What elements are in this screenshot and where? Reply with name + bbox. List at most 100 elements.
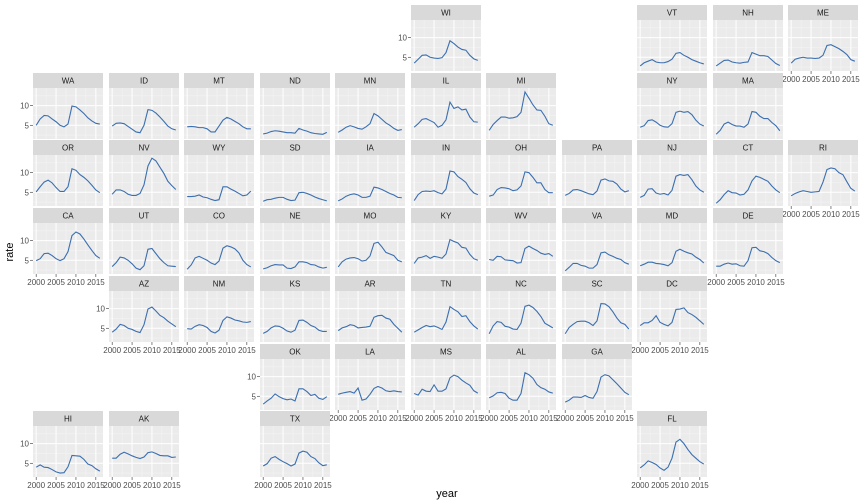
y-tick-label: 5 [403, 53, 408, 62]
x-tick-label: 2005 [802, 210, 820, 219]
series-line-dc [639, 307, 705, 327]
facet-strip-label: GA [591, 348, 603, 357]
series-line-ga [564, 374, 630, 403]
facet-strip-label: AZ [139, 280, 149, 289]
y-tick-label: 5 [25, 459, 30, 468]
x-tick-label: 2005 [500, 414, 518, 423]
panel-background [486, 291, 556, 342]
x-tick-label: 2015 [389, 414, 407, 423]
y-tick-label: 10 [20, 169, 29, 178]
facet-strip [562, 208, 632, 223]
facet-panel-nv: NV [109, 140, 179, 206]
facet-strip-label: AL [516, 348, 526, 357]
facet-strip-label: NH [742, 9, 754, 18]
series-line-tx [262, 450, 327, 467]
panel-background [637, 20, 707, 71]
facet-strip [109, 411, 179, 426]
x-tick-label: 2010 [596, 414, 614, 423]
facet-strip-label: SD [289, 144, 300, 153]
panel-background [486, 223, 556, 274]
panel-background [486, 88, 556, 139]
x-tick-label: 2005 [727, 278, 745, 287]
facet-strip-label: SC [591, 280, 602, 289]
facet-strip-label: MN [364, 77, 377, 86]
facet-strip [335, 140, 405, 155]
facet-strip [788, 5, 858, 20]
panel-background [260, 291, 330, 342]
x-tick-label: 2000 [631, 481, 649, 490]
facet-strip-label: MO [364, 212, 377, 221]
series-line-md [639, 248, 705, 267]
series-line-nv [111, 157, 177, 196]
facet-panel-sd: SD [260, 140, 330, 206]
series-line-la [338, 385, 402, 401]
x-tick-label: 2015 [87, 278, 105, 287]
x-tick-label: 2010 [671, 346, 689, 355]
facet-strip-label: NJ [667, 144, 677, 153]
panel-background [184, 88, 254, 139]
facet-panel-nh: NH [713, 5, 783, 71]
series-line-fl [639, 438, 705, 471]
facet-strip-label: DC [666, 280, 678, 289]
facet-strip [637, 73, 707, 88]
x-tick-label: 2000 [329, 414, 347, 423]
facet-panel-ma: MA [713, 73, 783, 139]
facet-panel-tn: TN [411, 276, 481, 342]
facet-strip [788, 140, 858, 155]
x-tick-label: 2010 [671, 481, 689, 490]
facet-strip-label: HI [64, 415, 72, 424]
facet-strip [411, 276, 481, 291]
facet-panel-ak: AK 2000 2005 2010 2015 [103, 411, 181, 490]
facet-panel-md: MD [637, 208, 707, 274]
series-line-pa [564, 178, 629, 196]
facet-strip [335, 344, 405, 359]
facet-strip-label: IN [442, 144, 450, 153]
x-tick-label: 2000 [27, 278, 45, 287]
facet-strip [411, 5, 481, 20]
series-line-ar [337, 314, 403, 333]
x-tick-label: 2010 [218, 346, 236, 355]
facet-panel-or: OR 5 10 [20, 140, 103, 206]
panel-background [562, 359, 632, 410]
facet-strip-label: WI [441, 9, 451, 18]
series-line-nd [263, 127, 328, 135]
x-tick-label: 2015 [767, 278, 785, 287]
x-tick-label: 2000 [782, 75, 800, 84]
facet-strip-label: NE [289, 212, 300, 221]
facet-strip [33, 411, 103, 426]
facet-strip [713, 208, 783, 223]
panel-background [562, 223, 632, 274]
x-tick-label: 2015 [314, 481, 332, 490]
panel-background [713, 155, 783, 206]
facet-strip [411, 208, 481, 223]
facet-panel-la: LA 2000 2005 2010 2015 [329, 344, 407, 423]
facet-strip [260, 344, 330, 359]
panel-background [260, 155, 330, 206]
y-tick-label: 5 [252, 392, 257, 401]
facet-panel-me: ME 2000 2005 2010 2015 [782, 5, 860, 84]
x-tick-label: 2015 [616, 414, 634, 423]
facet-strip-label: VT [667, 9, 677, 18]
facet-strip-label: PA [592, 144, 603, 153]
panel-background [637, 426, 707, 477]
series-line-ne [263, 261, 327, 270]
x-tick-label: 2010 [520, 414, 538, 423]
facet-strip-label: CO [213, 212, 225, 221]
facet-strip [411, 140, 481, 155]
x-tick-label: 2015 [163, 481, 181, 490]
facet-strip [486, 208, 556, 223]
series-line-mo [337, 241, 403, 268]
facet-strip-label: TX [290, 415, 301, 424]
panel-background [411, 223, 481, 274]
series-line-wy [187, 186, 252, 202]
panel-background [713, 88, 783, 139]
panel-background [486, 155, 556, 206]
y-tick-label: 5 [25, 188, 30, 197]
facet-strip-label: KS [290, 280, 301, 289]
x-tick-label: 2015 [465, 414, 483, 423]
facet-strip-label: OK [289, 348, 301, 357]
panel-background [486, 359, 556, 410]
panel-background [411, 88, 481, 139]
facet-panel-tx: TX 2000 2005 2010 2015 [254, 411, 332, 490]
panel-background [184, 155, 254, 206]
